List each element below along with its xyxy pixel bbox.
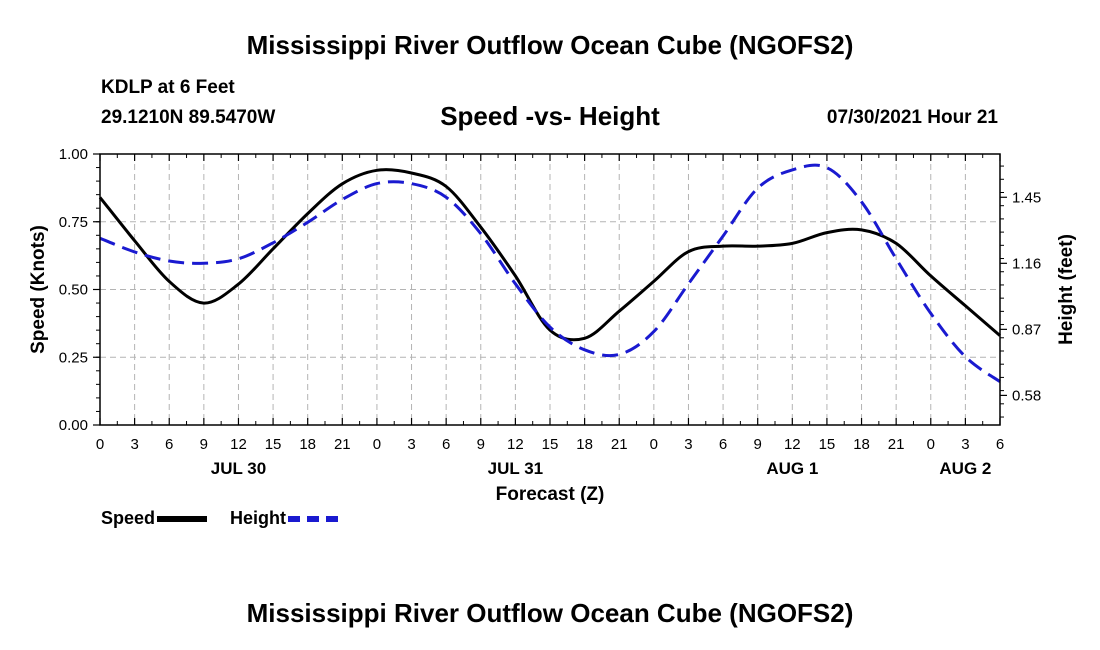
y2-tick-label: 1.45 bbox=[1012, 189, 1041, 206]
chart-subtitle: Speed -vs- Height bbox=[440, 101, 660, 131]
x-tick-label: 6 bbox=[719, 436, 727, 453]
x-tick-label: 12 bbox=[784, 436, 801, 453]
x-tick-label: 6 bbox=[996, 436, 1004, 453]
footer-title: Mississippi River Outflow Ocean Cube (NG… bbox=[246, 598, 854, 628]
y-tick-label: 0.50 bbox=[59, 282, 88, 299]
x-date-label: AUG 2 bbox=[939, 459, 991, 478]
x-tick-label: 0 bbox=[373, 436, 381, 453]
station-label: KDLP at 6 Feet bbox=[101, 77, 235, 98]
x-tick-label: 12 bbox=[230, 436, 247, 453]
x-tick-label: 21 bbox=[611, 436, 628, 453]
x-tick-label: 21 bbox=[888, 436, 905, 453]
x-tick-label: 18 bbox=[576, 436, 593, 453]
plot-frame bbox=[99, 153, 1001, 426]
x-date-label: JUL 30 bbox=[211, 459, 266, 478]
x-tick-label: 0 bbox=[96, 436, 104, 453]
x-tick-label: 3 bbox=[130, 436, 138, 453]
x-tick-label: 9 bbox=[200, 436, 208, 453]
y-tick-label: 0.25 bbox=[59, 349, 88, 366]
x-tick-label: 9 bbox=[477, 436, 485, 453]
x-tick-label: 12 bbox=[507, 436, 524, 453]
y-axis-title: Speed (Knots) bbox=[28, 225, 49, 354]
x-tick-label: 18 bbox=[299, 436, 316, 453]
x-tick-label: 15 bbox=[819, 436, 836, 453]
coordinates-label: 29.1210N 89.5470W bbox=[101, 107, 276, 128]
x-axis-title: Forecast (Z) bbox=[496, 484, 605, 505]
legend-speed-label: Speed bbox=[101, 508, 156, 528]
x-date-label: JUL 31 bbox=[488, 459, 543, 478]
x-tick-label: 21 bbox=[334, 436, 351, 453]
y2-tick-label: 0.87 bbox=[1012, 321, 1041, 338]
x-tick-label: 18 bbox=[853, 436, 870, 453]
legend-height: Height bbox=[230, 508, 338, 529]
y2-tick-label: 0.58 bbox=[1012, 387, 1041, 404]
x-tick-label: 3 bbox=[407, 436, 415, 453]
y2-tick-label: 1.16 bbox=[1012, 255, 1041, 272]
x-tick-label: 6 bbox=[165, 436, 173, 453]
axis-labels: 0 3 6 9 12 15 18 21 0 3 6 9 12 15 18 21 0 3 6 9 12 15 18 21 0 3 6 J… bbox=[59, 146, 1041, 478]
timestamp-label: 07/30/2021 Hour 21 bbox=[826, 107, 998, 128]
x-tick-label: 6 bbox=[442, 436, 450, 453]
y-tick-label: 1.00 bbox=[59, 146, 88, 163]
legend-height-swatch bbox=[288, 516, 338, 523]
x-tick-label: 0 bbox=[650, 436, 658, 453]
x-tick-label: 0 bbox=[927, 436, 935, 453]
grid-lines bbox=[100, 154, 1000, 425]
series-line-speed bbox=[98, 168, 1001, 342]
legend-speed-swatch bbox=[157, 516, 208, 523]
legend-speed: Speed bbox=[101, 508, 208, 529]
y2-axis-title: Height (feet) bbox=[1056, 234, 1077, 345]
y-tick-label: 0.00 bbox=[59, 417, 88, 434]
series-line-height bbox=[99, 163, 1001, 383]
y-tick-label: 0.75 bbox=[59, 214, 88, 231]
legend-height-label: Height bbox=[230, 508, 286, 528]
x-tick-label: 15 bbox=[265, 436, 282, 453]
x-tick-label: 3 bbox=[961, 436, 969, 453]
x-tick-label: 15 bbox=[542, 436, 559, 453]
x-tick-label: 9 bbox=[754, 436, 762, 453]
chart-title: Mississippi River Outflow Ocean Cube (NG… bbox=[246, 30, 854, 60]
x-tick-label: 3 bbox=[684, 436, 692, 453]
series-lines bbox=[98, 163, 1001, 383]
x-date-label: AUG 1 bbox=[766, 459, 818, 478]
